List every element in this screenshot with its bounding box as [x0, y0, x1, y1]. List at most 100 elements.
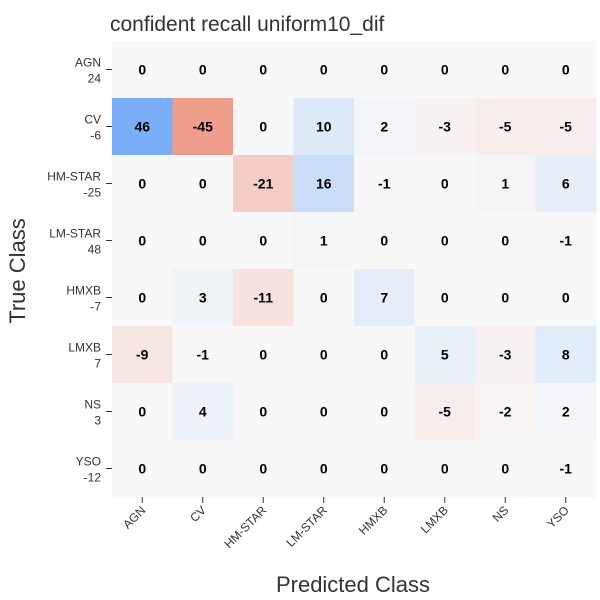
cell-value-label: 0: [199, 233, 207, 249]
cell-value-label: 0: [441, 176, 449, 192]
cell-value-label: 0: [259, 119, 267, 135]
heatmap-cell-ns-ns: [475, 383, 536, 441]
cell-value-label: 0: [501, 62, 509, 78]
heatmap-cell-hm-star-lmxb: [414, 155, 476, 213]
cell-value-label: 0: [259, 461, 267, 477]
heatmap-cell-hm-star-agn: [112, 155, 173, 213]
heatmap-cell-ns-hmxb: [354, 383, 415, 441]
cell-value-label: 0: [501, 233, 509, 249]
cell-value-label: -1: [560, 233, 573, 249]
cell-value-label: 1: [320, 233, 328, 249]
heatmap-cell-yso-ns: [475, 440, 536, 498]
cell-value-label: 0: [138, 62, 146, 78]
heatmap-cell-lm-star-agn: [112, 212, 173, 270]
heatmap-cell-lm-star-ns: [475, 212, 536, 270]
heatmap-cell-cv-agn: [112, 98, 173, 156]
heatmap-cell-hmxb-cv: [172, 269, 234, 327]
cell-value-label: -1: [197, 347, 210, 363]
x-tick-label-lmxb: LMXB: [418, 503, 451, 536]
cell-value-label: 0: [562, 290, 570, 306]
heatmap-cell-lm-star-yso: [535, 212, 597, 270]
heatmap-cell-cv-hmxb: [354, 98, 415, 156]
heatmap-cell-cv-cv: [172, 98, 234, 156]
cell-value-label: 0: [259, 404, 267, 420]
cell-value-label: 5: [441, 347, 449, 363]
cell-value-label: 0: [441, 233, 449, 249]
y-tick-sublabel-lm-star: 48: [88, 243, 102, 257]
cell-value-label: 0: [199, 62, 207, 78]
y-tick-label-lm-star: LM-STAR: [49, 227, 101, 241]
heatmap-cell-yso-agn: [112, 440, 173, 498]
heatmap-cell-agn-agn: [112, 41, 173, 99]
cell-value-label: 0: [138, 176, 146, 192]
cell-value-label: 0: [320, 404, 328, 420]
y-axis-label: True Class: [5, 218, 30, 324]
y-tick-label-agn: AGN: [75, 56, 101, 70]
y-tick-sublabel-agn: 24: [88, 72, 102, 86]
heatmap-cell-cv-lmxb: [414, 98, 476, 156]
x-tick-label-ns: NS: [490, 503, 512, 525]
cell-value-label: -1: [560, 461, 573, 477]
y-tick-label-hm-star: HM-STAR: [47, 170, 101, 184]
cell-value-label: 0: [501, 290, 509, 306]
cell-value-label: 0: [380, 404, 388, 420]
heatmap-cell-lm-star-lm-star: [293, 212, 355, 270]
cell-value-label: -5: [560, 119, 573, 135]
cell-value-label: -5: [439, 404, 452, 420]
heatmap-cell-labels: 0 0 0 0 0 0 0 046 -45 0 10 2 -3 -5 -50 0 -21 16 -1 0 1 60 0 0 1 0…: [134, 62, 572, 477]
heatmap-cell-lm-star-hmxb: [354, 212, 415, 270]
x-tick-label-lm-star: LM-STAR: [283, 503, 330, 550]
heatmap-cell-cv-ns: [475, 98, 536, 156]
heatmap-cell-agn-lmxb: [414, 41, 476, 99]
y-tick-sublabel-yso: -12: [84, 471, 102, 485]
cell-value-label: 0: [320, 347, 328, 363]
cell-value-label: 0: [441, 62, 449, 78]
heatmap-cell-hmxb-ns: [475, 269, 536, 327]
x-axis-label: Predicted Class: [276, 572, 430, 597]
heatmap-cell-lmxb-lm-star: [293, 326, 355, 384]
y-tick-sublabel-ns: 3: [94, 414, 101, 428]
heatmap-cell-lm-star-hm-star: [233, 212, 294, 270]
cell-value-label: 0: [259, 233, 267, 249]
heatmap-cell-hm-star-ns: [475, 155, 536, 213]
x-tick-label-agn: AGN: [120, 503, 148, 531]
heatmap-cell-lmxb-ns: [475, 326, 536, 384]
cell-value-label: 4: [199, 404, 207, 420]
heatmap-cells: [112, 41, 597, 498]
y-tick-label-ns: NS: [84, 398, 101, 412]
cell-value-label: -2: [499, 404, 512, 420]
heatmap-cell-lmxb-hm-star: [233, 326, 294, 384]
cell-value-label: 0: [138, 461, 146, 477]
y-tick-sublabel-hmxb: -7: [90, 300, 101, 314]
heatmap-cell-ns-cv: [172, 383, 234, 441]
heatmap-cell-hm-star-cv: [172, 155, 234, 213]
x-tick-label-cv: CV: [187, 503, 209, 525]
heatmap-cell-lm-star-cv: [172, 212, 234, 270]
heatmap-cell-agn-yso: [535, 41, 597, 99]
x-axis-ticks: AGN CV HM-STAR LM-STAR HMXB LMXB NS YSO: [120, 497, 572, 551]
heatmap-cell-yso-hmxb: [354, 440, 415, 498]
heatmap-cell-hmxb-lmxb: [414, 269, 476, 327]
cell-value-label: 6: [562, 176, 570, 192]
cell-value-label: 16: [316, 176, 332, 192]
cell-value-label: -9: [136, 347, 149, 363]
cell-value-label: -3: [439, 119, 452, 135]
cell-value-label: 0: [138, 233, 146, 249]
cell-value-label: 0: [562, 62, 570, 78]
cell-value-label: 0: [199, 176, 207, 192]
heatmap-cell-agn-hmxb: [354, 41, 415, 99]
cell-value-label: 0: [259, 347, 267, 363]
heatmap-cell-agn-hm-star: [233, 41, 294, 99]
cell-value-label: 2: [562, 404, 570, 420]
cell-value-label: 0: [380, 461, 388, 477]
cell-value-label: 1: [501, 176, 509, 192]
heatmap-cell-hm-star-yso: [535, 155, 597, 213]
heatmap-cell-cv-lm-star: [293, 98, 355, 156]
cell-value-label: 0: [320, 290, 328, 306]
cell-value-label: -21: [253, 176, 273, 192]
cell-value-label: 3: [199, 290, 207, 306]
x-tick-label-hmxb: HMXB: [356, 503, 390, 537]
cell-value-label: -45: [193, 119, 213, 135]
y-axis-ticks: AGN 24 CV -6 HM-STAR -25 LM-STAR 48 HMXB -7 LMXB 7 N…: [47, 56, 112, 485]
